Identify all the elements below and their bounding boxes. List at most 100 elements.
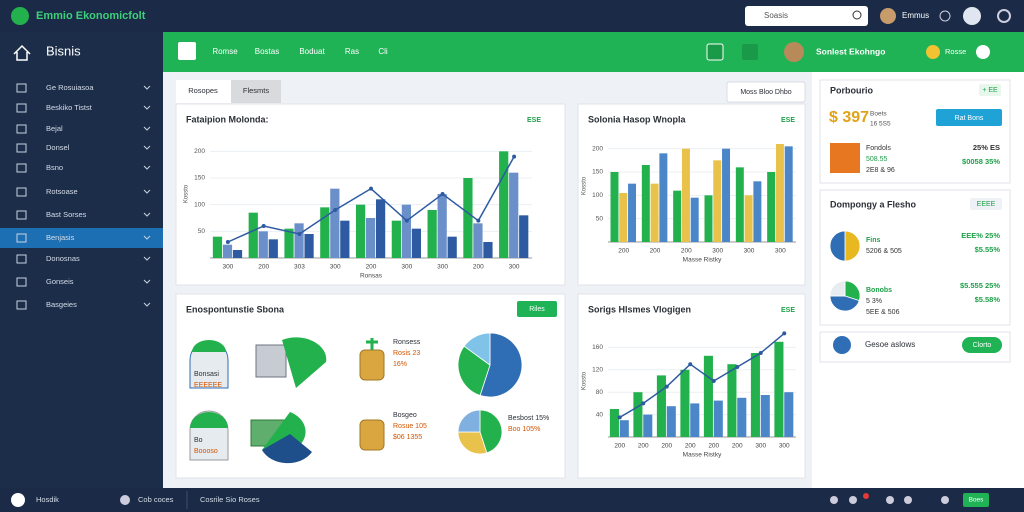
sidebar-item[interactable]: Donosnas xyxy=(46,254,80,263)
sidebar-item[interactable]: Gonseis xyxy=(46,277,74,286)
nav-item[interactable]: Bostas xyxy=(255,47,279,56)
line-point xyxy=(664,384,669,389)
notification-dot xyxy=(863,493,869,499)
sidebar-item[interactable]: Basgeies xyxy=(46,300,77,309)
pie-slice xyxy=(844,280,861,302)
x-tick-label: 200 xyxy=(258,264,269,271)
tab[interactable] xyxy=(176,80,231,103)
bar xyxy=(650,183,659,242)
line-point xyxy=(333,208,338,212)
card-text: 16 5S5 xyxy=(870,121,891,128)
tab-label[interactable]: Flesmts xyxy=(243,86,270,95)
nav-icon[interactable] xyxy=(706,43,724,61)
card xyxy=(577,293,806,479)
sidebar-item[interactable]: Bejal xyxy=(46,124,63,133)
search-icon[interactable] xyxy=(852,10,862,20)
bar xyxy=(659,153,668,242)
settings-icon[interactable] xyxy=(997,9,1011,23)
chevron xyxy=(143,145,151,150)
panel-icon xyxy=(359,419,385,451)
footer-icon[interactable] xyxy=(849,496,857,504)
footer-button-label[interactable]: Boes xyxy=(969,497,985,504)
tab[interactable] xyxy=(231,80,281,103)
y-tick-label: 150 xyxy=(592,169,603,176)
footer-icon xyxy=(11,493,25,507)
bar xyxy=(340,220,350,258)
footer-icon[interactable] xyxy=(830,496,838,504)
x-tick-label: 303 xyxy=(294,264,305,271)
search-placeholder[interactable]: Soasis xyxy=(764,11,788,20)
tab-button[interactable] xyxy=(726,81,806,103)
panel-text: Rosis 23 xyxy=(393,350,420,357)
sidebar-icon xyxy=(16,233,27,243)
footer-item[interactable]: Cob coces xyxy=(138,495,174,504)
tab-button-label[interactable]: Moss Bloo Dhbo xyxy=(740,89,791,96)
panel-button[interactable] xyxy=(517,301,557,317)
card-button[interactable] xyxy=(962,337,1002,353)
bar xyxy=(268,239,278,258)
card-button-label[interactable]: Clorto xyxy=(973,342,992,349)
card-text: $5.55% xyxy=(975,245,1001,254)
x-axis-label: Ronsas xyxy=(360,273,383,280)
icon[interactable] xyxy=(939,10,951,22)
nav-item[interactable]: Boduat xyxy=(299,47,325,56)
sidebar-icon xyxy=(16,300,27,310)
footer-button[interactable] xyxy=(963,493,989,507)
panel-text: Ronsess xyxy=(393,339,421,346)
footer-item[interactable]: Hosdik xyxy=(36,495,59,504)
chevron xyxy=(143,256,151,261)
search-box[interactable] xyxy=(745,6,868,26)
sidebar-item[interactable]: Beskiko Tistst xyxy=(46,103,93,112)
nav-item[interactable]: Romse xyxy=(212,47,238,56)
tab-label[interactable]: Rosopes xyxy=(188,86,218,95)
chart-title: Sorigs Hlsmes Vlogigen xyxy=(588,304,691,314)
sidebar-item[interactable]: Donsel xyxy=(46,143,70,152)
x-tick-label: 200 xyxy=(618,248,629,255)
card-text: EEE% 25% xyxy=(961,231,1000,240)
chart-title: Fataipion Molonda: xyxy=(186,114,269,124)
line xyxy=(619,332,785,419)
avatar[interactable] xyxy=(880,8,896,24)
line-point xyxy=(225,240,230,244)
pie-slice xyxy=(457,345,491,396)
nav-icon[interactable] xyxy=(742,44,758,60)
footer-icon[interactable] xyxy=(886,496,894,504)
x-tick-label: 200 xyxy=(638,443,649,450)
panel-button-label[interactable]: Riles xyxy=(529,306,545,313)
card-title: Porbourio xyxy=(830,85,873,95)
nav-logo[interactable] xyxy=(178,42,196,60)
sidebar-item[interactable]: Benjasis xyxy=(46,233,75,242)
sidebar-icon xyxy=(16,163,27,173)
card-text: 5206 & 505 xyxy=(866,248,902,255)
sidebar-item[interactable]: Rotsoase xyxy=(46,187,78,196)
footer-item[interactable]: Cosrile Sio Roses xyxy=(200,495,260,504)
card-button-label[interactable]: Rat Bons xyxy=(955,115,984,122)
card-button[interactable] xyxy=(936,109,1002,126)
bar xyxy=(628,183,637,242)
nav-item[interactable]: Ras xyxy=(345,47,359,56)
card-icon xyxy=(833,336,851,354)
bar xyxy=(760,395,770,437)
nav-icon[interactable] xyxy=(976,45,990,59)
sidebar-item[interactable]: Ge Rosuiasoa xyxy=(46,83,94,92)
bar xyxy=(483,242,493,258)
card-text: 508.55 xyxy=(866,156,888,163)
x-axis-label: Masse Ristky xyxy=(683,257,722,264)
nav-avatar[interactable] xyxy=(784,42,804,62)
bar xyxy=(365,218,376,258)
footer-icon[interactable] xyxy=(904,496,912,504)
sidebar-item[interactable]: Bast Sorses xyxy=(46,210,87,219)
footer-icon[interactable] xyxy=(941,496,949,504)
bar xyxy=(767,172,776,242)
pie-slice xyxy=(829,230,846,262)
sidebar-item[interactable]: Bsno xyxy=(46,163,63,172)
line-point xyxy=(369,186,373,191)
bar xyxy=(633,392,643,437)
avatar[interactable] xyxy=(963,7,981,25)
bar xyxy=(774,341,784,437)
chevron xyxy=(143,85,151,90)
pie-slice xyxy=(479,409,503,454)
nav-item[interactable]: Cli xyxy=(378,47,388,56)
panel-text: $06 1355 xyxy=(393,434,422,441)
